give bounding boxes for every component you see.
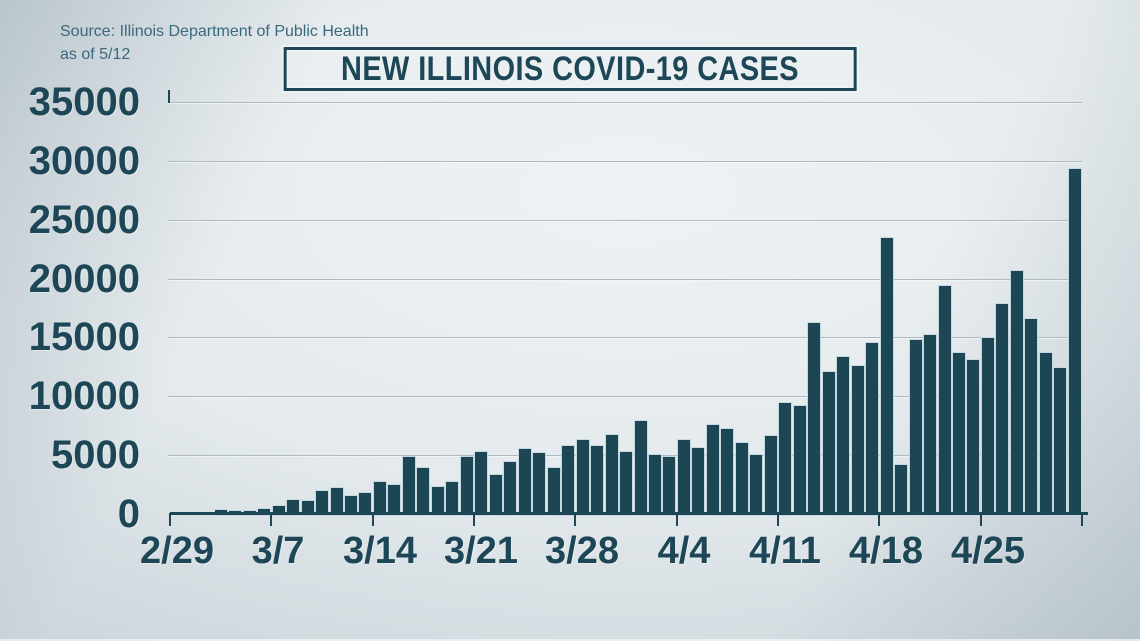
- y-axis-label: 30000: [28, 139, 140, 183]
- x-axis-tick: [372, 513, 374, 526]
- bar: [649, 455, 661, 515]
- bar: [881, 238, 893, 515]
- gridline: [168, 279, 1082, 280]
- source-line-2: as of 5/12: [60, 46, 131, 63]
- x-axis-tick: [574, 513, 576, 526]
- x-axis-label: 4/11: [749, 530, 821, 572]
- bar: [866, 343, 878, 515]
- bar: [953, 353, 965, 515]
- bar: [490, 475, 502, 515]
- bar: [939, 286, 951, 515]
- x-axis-tick: [169, 513, 171, 526]
- bar: [823, 372, 835, 515]
- chart-title-box: NEW ILLINOIS COVID-19 CASES: [283, 47, 857, 91]
- bar: [1040, 353, 1052, 515]
- x-axis-label: 4/25: [951, 530, 1025, 572]
- bar: [316, 491, 328, 515]
- bar: [678, 440, 690, 515]
- bar: [562, 446, 574, 515]
- bar: [910, 340, 922, 515]
- gridline: [168, 396, 1082, 397]
- bar: [779, 403, 791, 515]
- x-axis-label: 4/4: [657, 530, 711, 572]
- x-axis-label: 3/7: [251, 530, 305, 572]
- bar: [461, 457, 473, 515]
- bar: [577, 440, 589, 515]
- bar: [692, 448, 704, 515]
- bar: [504, 462, 516, 515]
- bar: [765, 436, 777, 515]
- bar: [750, 455, 762, 515]
- x-axis-tick: [676, 513, 678, 526]
- x-axis-line: [170, 512, 1088, 515]
- gridline: [168, 102, 1082, 103]
- x-axis-label: 3/14: [343, 530, 417, 572]
- bar: [794, 406, 806, 515]
- x-axis-label: 2/29: [140, 530, 214, 572]
- gridline: [168, 220, 1082, 221]
- gridline: [168, 337, 1082, 338]
- bar: [446, 482, 458, 515]
- x-axis-tick: [878, 513, 880, 526]
- bar: [808, 323, 820, 515]
- bar: [663, 457, 675, 515]
- x-axis-label: 3/28: [545, 530, 619, 572]
- source-attribution: Source: Illinois Department of Public He…: [60, 20, 369, 66]
- source-line-1: Source: Illinois Department of Public He…: [60, 23, 369, 40]
- bar: [721, 429, 733, 515]
- bar: [967, 360, 979, 515]
- bar: [388, 485, 400, 515]
- bar: [302, 501, 314, 515]
- x-axis-label: 3/21: [444, 530, 518, 572]
- bar: [635, 421, 647, 515]
- bar: [548, 468, 560, 515]
- bar: [591, 446, 603, 515]
- bar: [620, 452, 632, 515]
- y-axis-label: 5000: [51, 433, 140, 477]
- bar: [417, 468, 429, 515]
- gridline: [168, 161, 1082, 162]
- bar: [345, 496, 357, 515]
- bar: [519, 449, 531, 515]
- bar: [924, 335, 936, 515]
- y-axis-label: 25000: [28, 198, 140, 242]
- bar: [403, 457, 415, 515]
- y-axis-label: 35000: [28, 80, 140, 124]
- bar: [432, 487, 444, 515]
- bar: [1054, 368, 1066, 515]
- bar: [982, 338, 994, 515]
- bar: [287, 500, 299, 515]
- x-axis-label: 4/18: [849, 530, 923, 572]
- x-axis-tick: [473, 513, 475, 526]
- bar: [707, 425, 719, 515]
- y-axis-label: 15000: [28, 315, 140, 359]
- y-axis-label: 10000: [28, 374, 140, 418]
- bar: [331, 488, 343, 515]
- bar: [996, 304, 1008, 515]
- bar: [273, 506, 285, 515]
- bar: [359, 493, 371, 515]
- x-axis-tick: [980, 513, 982, 526]
- axis-top-tick: [168, 90, 170, 103]
- chart-title: NEW ILLINOIS COVID-19 CASES: [341, 49, 799, 88]
- bar: [852, 366, 864, 515]
- x-axis-tick: [1081, 513, 1083, 526]
- bar: [1011, 271, 1023, 515]
- bar: [374, 482, 386, 515]
- bar: [606, 435, 618, 515]
- bar: [1069, 169, 1081, 515]
- bar: [895, 465, 907, 515]
- x-axis-tick: [777, 513, 779, 526]
- bar: [1025, 319, 1037, 515]
- x-axis-tick: [270, 513, 272, 526]
- bar: [533, 453, 545, 515]
- y-axis-label: 0: [117, 492, 140, 536]
- bar: [837, 357, 849, 515]
- bar: [475, 452, 487, 515]
- bar: [736, 443, 748, 515]
- y-axis-label: 20000: [28, 257, 140, 301]
